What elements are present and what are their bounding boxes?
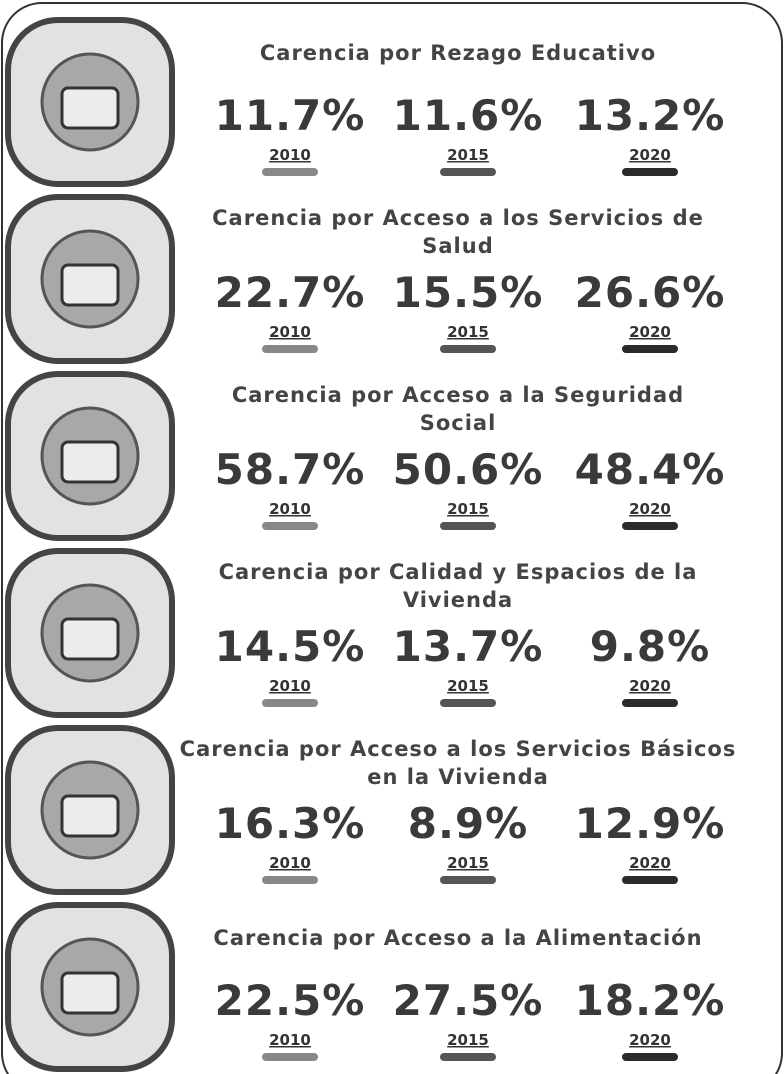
- year-label: 2020: [629, 500, 671, 518]
- year-bar: [262, 1053, 318, 1061]
- section-title: Carencia por Rezago Educativo: [260, 41, 656, 65]
- icon-glyph: [60, 617, 120, 661]
- icon-glyph: [60, 263, 120, 307]
- percentage: 13.2%: [575, 91, 726, 140]
- year-label: 2015: [447, 1031, 489, 1049]
- year-label: 2010: [269, 500, 311, 518]
- year-bar: [262, 699, 318, 707]
- year-label: 2020: [629, 146, 671, 164]
- percentage: 12.9%: [575, 799, 726, 848]
- year-label: 2015: [447, 500, 489, 518]
- year-label: 2020: [629, 1031, 671, 1049]
- icon-glyph: [60, 971, 120, 1015]
- year-bar: [440, 699, 496, 707]
- year-bar: [622, 168, 678, 176]
- year-bar: [440, 168, 496, 176]
- percentage: 11.7%: [215, 91, 366, 140]
- section-title: Carencia por Acceso a los Servicios de: [212, 206, 704, 230]
- year-label: 2010: [269, 854, 311, 872]
- year-label: 2010: [269, 1031, 311, 1049]
- icon-glyph: [60, 86, 120, 130]
- year-bar: [622, 1053, 678, 1061]
- year-label: 2015: [447, 677, 489, 695]
- year-bar: [440, 876, 496, 884]
- percentage: 22.7%: [215, 268, 366, 317]
- year-label: 2015: [447, 146, 489, 164]
- percentage: 48.4%: [575, 445, 726, 494]
- percentage: 18.2%: [575, 976, 726, 1025]
- percentage: 14.5%: [215, 622, 366, 671]
- year-bar: [440, 345, 496, 353]
- section-title: Social: [420, 411, 497, 435]
- section-title: Carencia por Calidad y Espacios de la: [219, 560, 698, 584]
- percentage: 50.6%: [393, 445, 544, 494]
- section-title: en la Vivienda: [367, 765, 549, 789]
- year-bar: [622, 345, 678, 353]
- year-label: 2010: [269, 323, 311, 341]
- section-title: Carencia por Acceso a los Servicios Bási…: [180, 737, 737, 761]
- year-label: 2020: [629, 854, 671, 872]
- section-title: Salud: [422, 234, 493, 258]
- year-label: 2015: [447, 323, 489, 341]
- percentage: 26.6%: [575, 268, 726, 317]
- year-bar: [622, 699, 678, 707]
- year-bar: [440, 522, 496, 530]
- icon-glyph: [60, 440, 120, 484]
- percentage: 22.5%: [215, 976, 366, 1025]
- year-bar: [262, 876, 318, 884]
- section-title: Vivienda: [403, 588, 513, 612]
- percentage: 16.3%: [215, 799, 366, 848]
- year-label: 2010: [269, 146, 311, 164]
- percentage: 58.7%: [215, 445, 366, 494]
- percentage: 13.7%: [393, 622, 544, 671]
- year-bar: [622, 876, 678, 884]
- section-title: Carencia por Acceso a la Seguridad: [232, 383, 684, 407]
- year-bar: [262, 522, 318, 530]
- percentage: 15.5%: [393, 268, 544, 317]
- year-bar: [262, 345, 318, 353]
- percentage: 27.5%: [393, 976, 544, 1025]
- year-label: 2015: [447, 854, 489, 872]
- year-label: 2010: [269, 677, 311, 695]
- percentage: 8.9%: [408, 799, 528, 848]
- percentage: 9.8%: [590, 622, 710, 671]
- year-bar: [440, 1053, 496, 1061]
- year-bar: [262, 168, 318, 176]
- year-label: 2020: [629, 323, 671, 341]
- section-title: Carencia por Acceso a la Alimentación: [213, 926, 702, 950]
- year-label: 2020: [629, 677, 671, 695]
- year-bar: [622, 522, 678, 530]
- percentage: 11.6%: [393, 91, 544, 140]
- icon-glyph: [60, 794, 120, 838]
